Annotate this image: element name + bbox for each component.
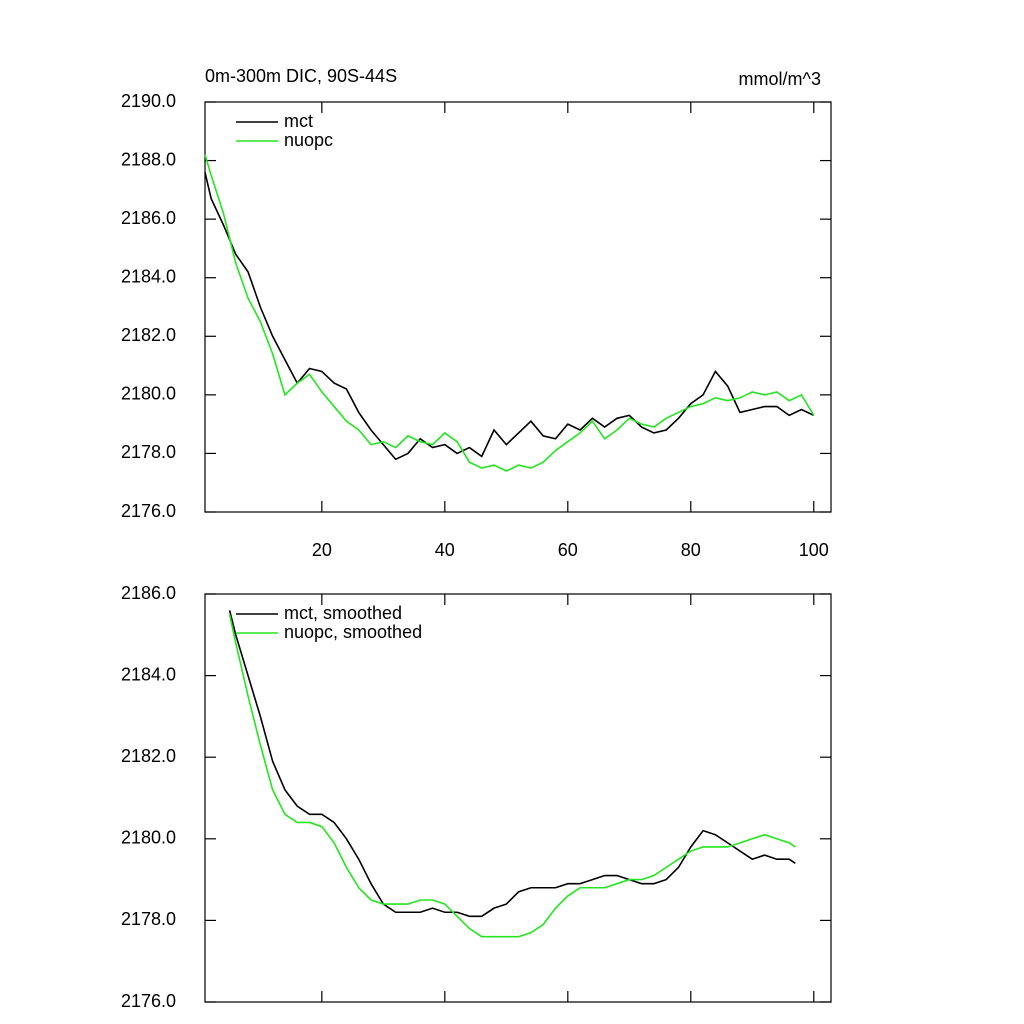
y-tick-label: 2188.0 <box>121 149 176 169</box>
y-tick-label: 2186.0 <box>121 208 176 228</box>
y-tick-label: 2180.0 <box>121 384 176 404</box>
units-label: mmol/m^3 <box>739 69 821 89</box>
legend-label: mct <box>284 111 313 131</box>
y-tick-label: 2184.0 <box>121 664 176 684</box>
y-tick-label: 2182.0 <box>121 325 176 345</box>
chart-title: 0m-300m DIC, 90S-44S <box>205 66 397 86</box>
data-line <box>204 172 815 461</box>
x-tick-label: 40 <box>435 540 455 560</box>
y-tick-label: 2190.0 <box>121 91 176 111</box>
x-tick-label: 20 <box>312 540 332 560</box>
legend-label: mct, smoothed <box>284 603 402 623</box>
data-line <box>228 614 796 938</box>
y-tick-label: 2182.0 <box>121 746 176 766</box>
plot-frame <box>204 593 832 1003</box>
plot-frame <box>204 101 832 513</box>
x-tick-label: 60 <box>558 540 578 560</box>
data-line <box>204 154 815 472</box>
legend-label: nuopc, smoothed <box>284 622 422 642</box>
y-tick-label: 2186.0 <box>121 583 176 603</box>
data-line <box>228 610 796 918</box>
y-tick-label: 2176.0 <box>121 991 176 1011</box>
legend-label: nuopc <box>284 130 333 150</box>
y-tick-label: 2178.0 <box>121 909 176 929</box>
y-tick-label: 2176.0 <box>121 501 176 521</box>
x-tick-label: 100 <box>799 540 829 560</box>
y-tick-label: 2180.0 <box>121 828 176 848</box>
x-tick-label: 80 <box>681 540 701 560</box>
y-tick-label: 2184.0 <box>121 266 176 286</box>
y-tick-label: 2178.0 <box>121 442 176 462</box>
